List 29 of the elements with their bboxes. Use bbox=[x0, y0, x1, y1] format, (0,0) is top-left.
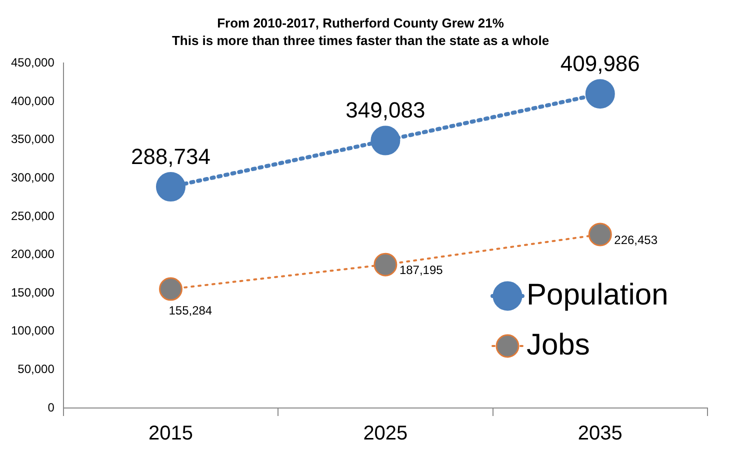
data-label: 349,083 bbox=[346, 98, 426, 123]
chart-subtitle: This is more than three times faster than the state as a whole bbox=[172, 32, 550, 48]
y-tick-label: 350,000 bbox=[10, 132, 55, 146]
point bbox=[588, 222, 612, 246]
y-tick-label: 150,000 bbox=[10, 285, 55, 300]
x-tick-label: 2025 bbox=[363, 422, 408, 445]
y-tick-label: 300,000 bbox=[10, 170, 55, 184]
legend-label: Jobs bbox=[526, 328, 590, 362]
data-label: 226,453 bbox=[614, 232, 658, 247]
x-tick-label: 2015 bbox=[148, 422, 193, 445]
point bbox=[585, 79, 615, 109]
point bbox=[158, 277, 182, 301]
chart-title: From 2010-2017, Rutherford County Grew 21% bbox=[217, 15, 504, 30]
y-tick-label: 450,000 bbox=[10, 56, 55, 70]
data-label: 409,986 bbox=[560, 50, 640, 76]
y-tick-label: 50,000 bbox=[18, 362, 55, 376]
y-tick-label: 200,000 bbox=[10, 247, 55, 262]
data-label: 155,284 bbox=[168, 303, 212, 318]
point bbox=[370, 126, 400, 156]
x-tick-label: 2035 bbox=[578, 422, 622, 445]
legend-label: Population bbox=[526, 278, 668, 312]
y-tick-label: 400,000 bbox=[10, 94, 55, 108]
y-tick-label: 0 bbox=[48, 400, 55, 414]
point bbox=[156, 172, 186, 202]
y-tick-label: 100,000 bbox=[10, 324, 55, 338]
point bbox=[374, 252, 398, 276]
data-label: 187,195 bbox=[399, 262, 444, 277]
data-label: 288,734 bbox=[130, 144, 210, 169]
y-tick-label: 250,000 bbox=[10, 208, 55, 223]
